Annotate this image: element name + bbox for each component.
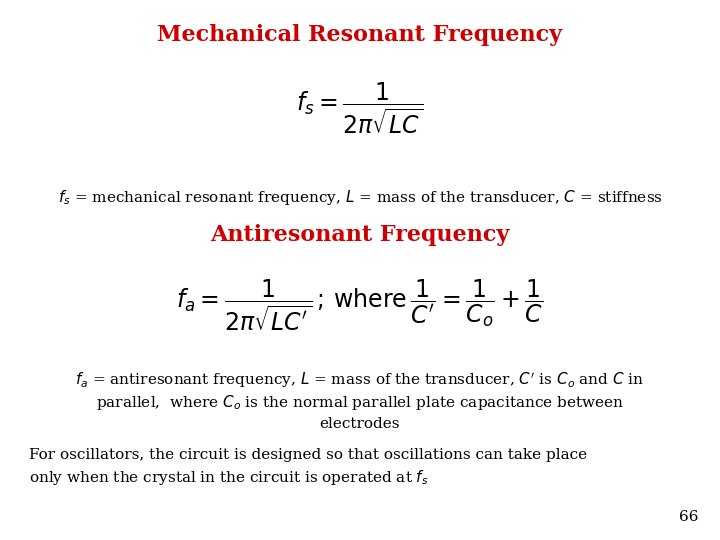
Text: Antiresonant Frequency: Antiresonant Frequency	[210, 224, 510, 246]
Text: $f_s = \dfrac{1}{2\pi\sqrt{LC}}$: $f_s = \dfrac{1}{2\pi\sqrt{LC}}$	[297, 80, 423, 136]
Text: 66: 66	[679, 510, 698, 524]
Text: electrodes: electrodes	[320, 417, 400, 431]
Text: $f_s$ = mechanical resonant frequency, $L$ = mass of the transducer, $C$ = stiff: $f_s$ = mechanical resonant frequency, $…	[58, 187, 662, 207]
Text: $f_a = \dfrac{1}{2\pi\sqrt{LC'}}\,;\,\mathrm{where}\,\dfrac{1}{C'} = \dfrac{1}{C: $f_a = \dfrac{1}{2\pi\sqrt{LC'}}\,;\,\ma…	[176, 277, 544, 333]
Text: For oscillators, the circuit is designed so that oscillations can take place: For oscillators, the circuit is designed…	[29, 448, 587, 462]
Text: $f_a$ = antiresonant frequency, $L$ = mass of the transducer, $C'$ is $C_o$ and : $f_a$ = antiresonant frequency, $L$ = ma…	[76, 371, 644, 390]
Text: parallel,  where $C_o$ is the normal parallel plate capacitance between: parallel, where $C_o$ is the normal para…	[96, 393, 624, 412]
Text: Mechanical Resonant Frequency: Mechanical Resonant Frequency	[158, 24, 562, 46]
Text: only when the crystal in the circuit is operated at $f_s$: only when the crystal in the circuit is …	[29, 468, 428, 488]
